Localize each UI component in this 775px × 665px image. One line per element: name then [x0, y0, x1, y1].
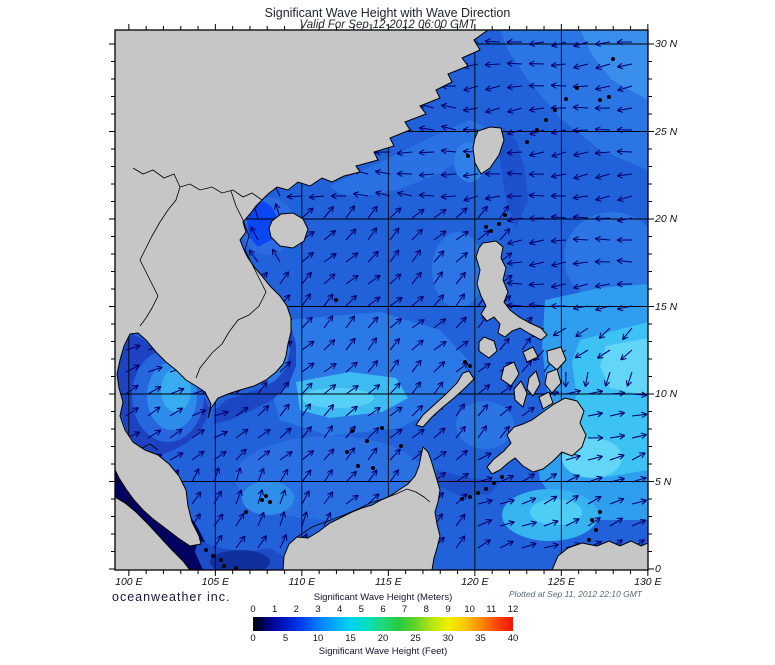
oceanweather-logo: oceanweather inc. [112, 590, 231, 604]
plot-frame [114, 29, 649, 571]
lon-label-120E: 120 E [461, 576, 489, 588]
land-masses [115, 30, 648, 570]
page-title: Significant Wave Height with Wave Direct… [264, 6, 511, 20]
meters-tick-11: 11 [486, 604, 497, 615]
meters-tick-9: 9 [445, 604, 451, 615]
feet-tick-20: 20 [377, 633, 389, 644]
lat-label-15N: 15 N [655, 300, 678, 313]
island-specks [204, 57, 615, 570]
legend-feet-label: Significant Wave Height (Feet) [318, 646, 448, 657]
meters-tick-0: 0 [250, 604, 256, 615]
valid-time: Valid For Sep-12-2012 06:00 GMT [299, 19, 476, 31]
feet-tick-30: 30 [442, 633, 454, 644]
feet-tick-40: 40 [507, 633, 519, 644]
map-layers [115, 30, 648, 570]
lon-label-130E: 130 E [634, 576, 662, 588]
feet-tick-10: 10 [312, 633, 324, 644]
lon-label-100E: 100 E [115, 576, 143, 588]
meters-tick-1: 1 [272, 604, 278, 615]
meters-tick-5: 5 [358, 604, 364, 615]
lon-label-125E: 125 E [547, 576, 576, 588]
lat-label-10N: 10 N [655, 388, 678, 400]
feet-tick-25: 25 [410, 633, 421, 644]
meters-tick-6: 6 [380, 604, 386, 615]
lat-label-25N: 25 N [655, 125, 678, 138]
lat-label-30N: 30 N [655, 38, 678, 50]
legend-meters-label: Significant Wave Height (Meters) [313, 592, 453, 603]
plotted-timestamp: Plotted at Sep 11, 2012 22:10 GMT [508, 589, 642, 599]
lon-label-115E: 115 E [374, 576, 402, 588]
country-borders [132, 167, 431, 538]
feet-tick-35: 35 [475, 633, 486, 644]
meters-tick-10: 10 [464, 604, 475, 615]
meters-tick-3: 3 [315, 604, 321, 615]
meters-tick-4: 4 [337, 604, 343, 615]
meters-tick-2: 2 [293, 604, 299, 615]
feet-tick-5: 5 [282, 633, 289, 644]
axis-ticks [109, 24, 654, 576]
lat-label-0: 0 [655, 563, 661, 575]
feet-tick-15: 15 [345, 633, 356, 644]
wave-height-colorbar [253, 617, 513, 631]
meters-tick-8: 8 [423, 604, 429, 615]
lat-label-5N: 5 N [655, 475, 672, 488]
meters-tick-7: 7 [402, 604, 408, 615]
meters-tick-12: 12 [507, 604, 519, 615]
lon-label-110E: 110 E [288, 576, 316, 588]
feet-tick-0: 0 [250, 633, 256, 644]
lon-label-105E: 105 E [201, 576, 230, 588]
lat-label-20N: 20 N [655, 213, 678, 225]
